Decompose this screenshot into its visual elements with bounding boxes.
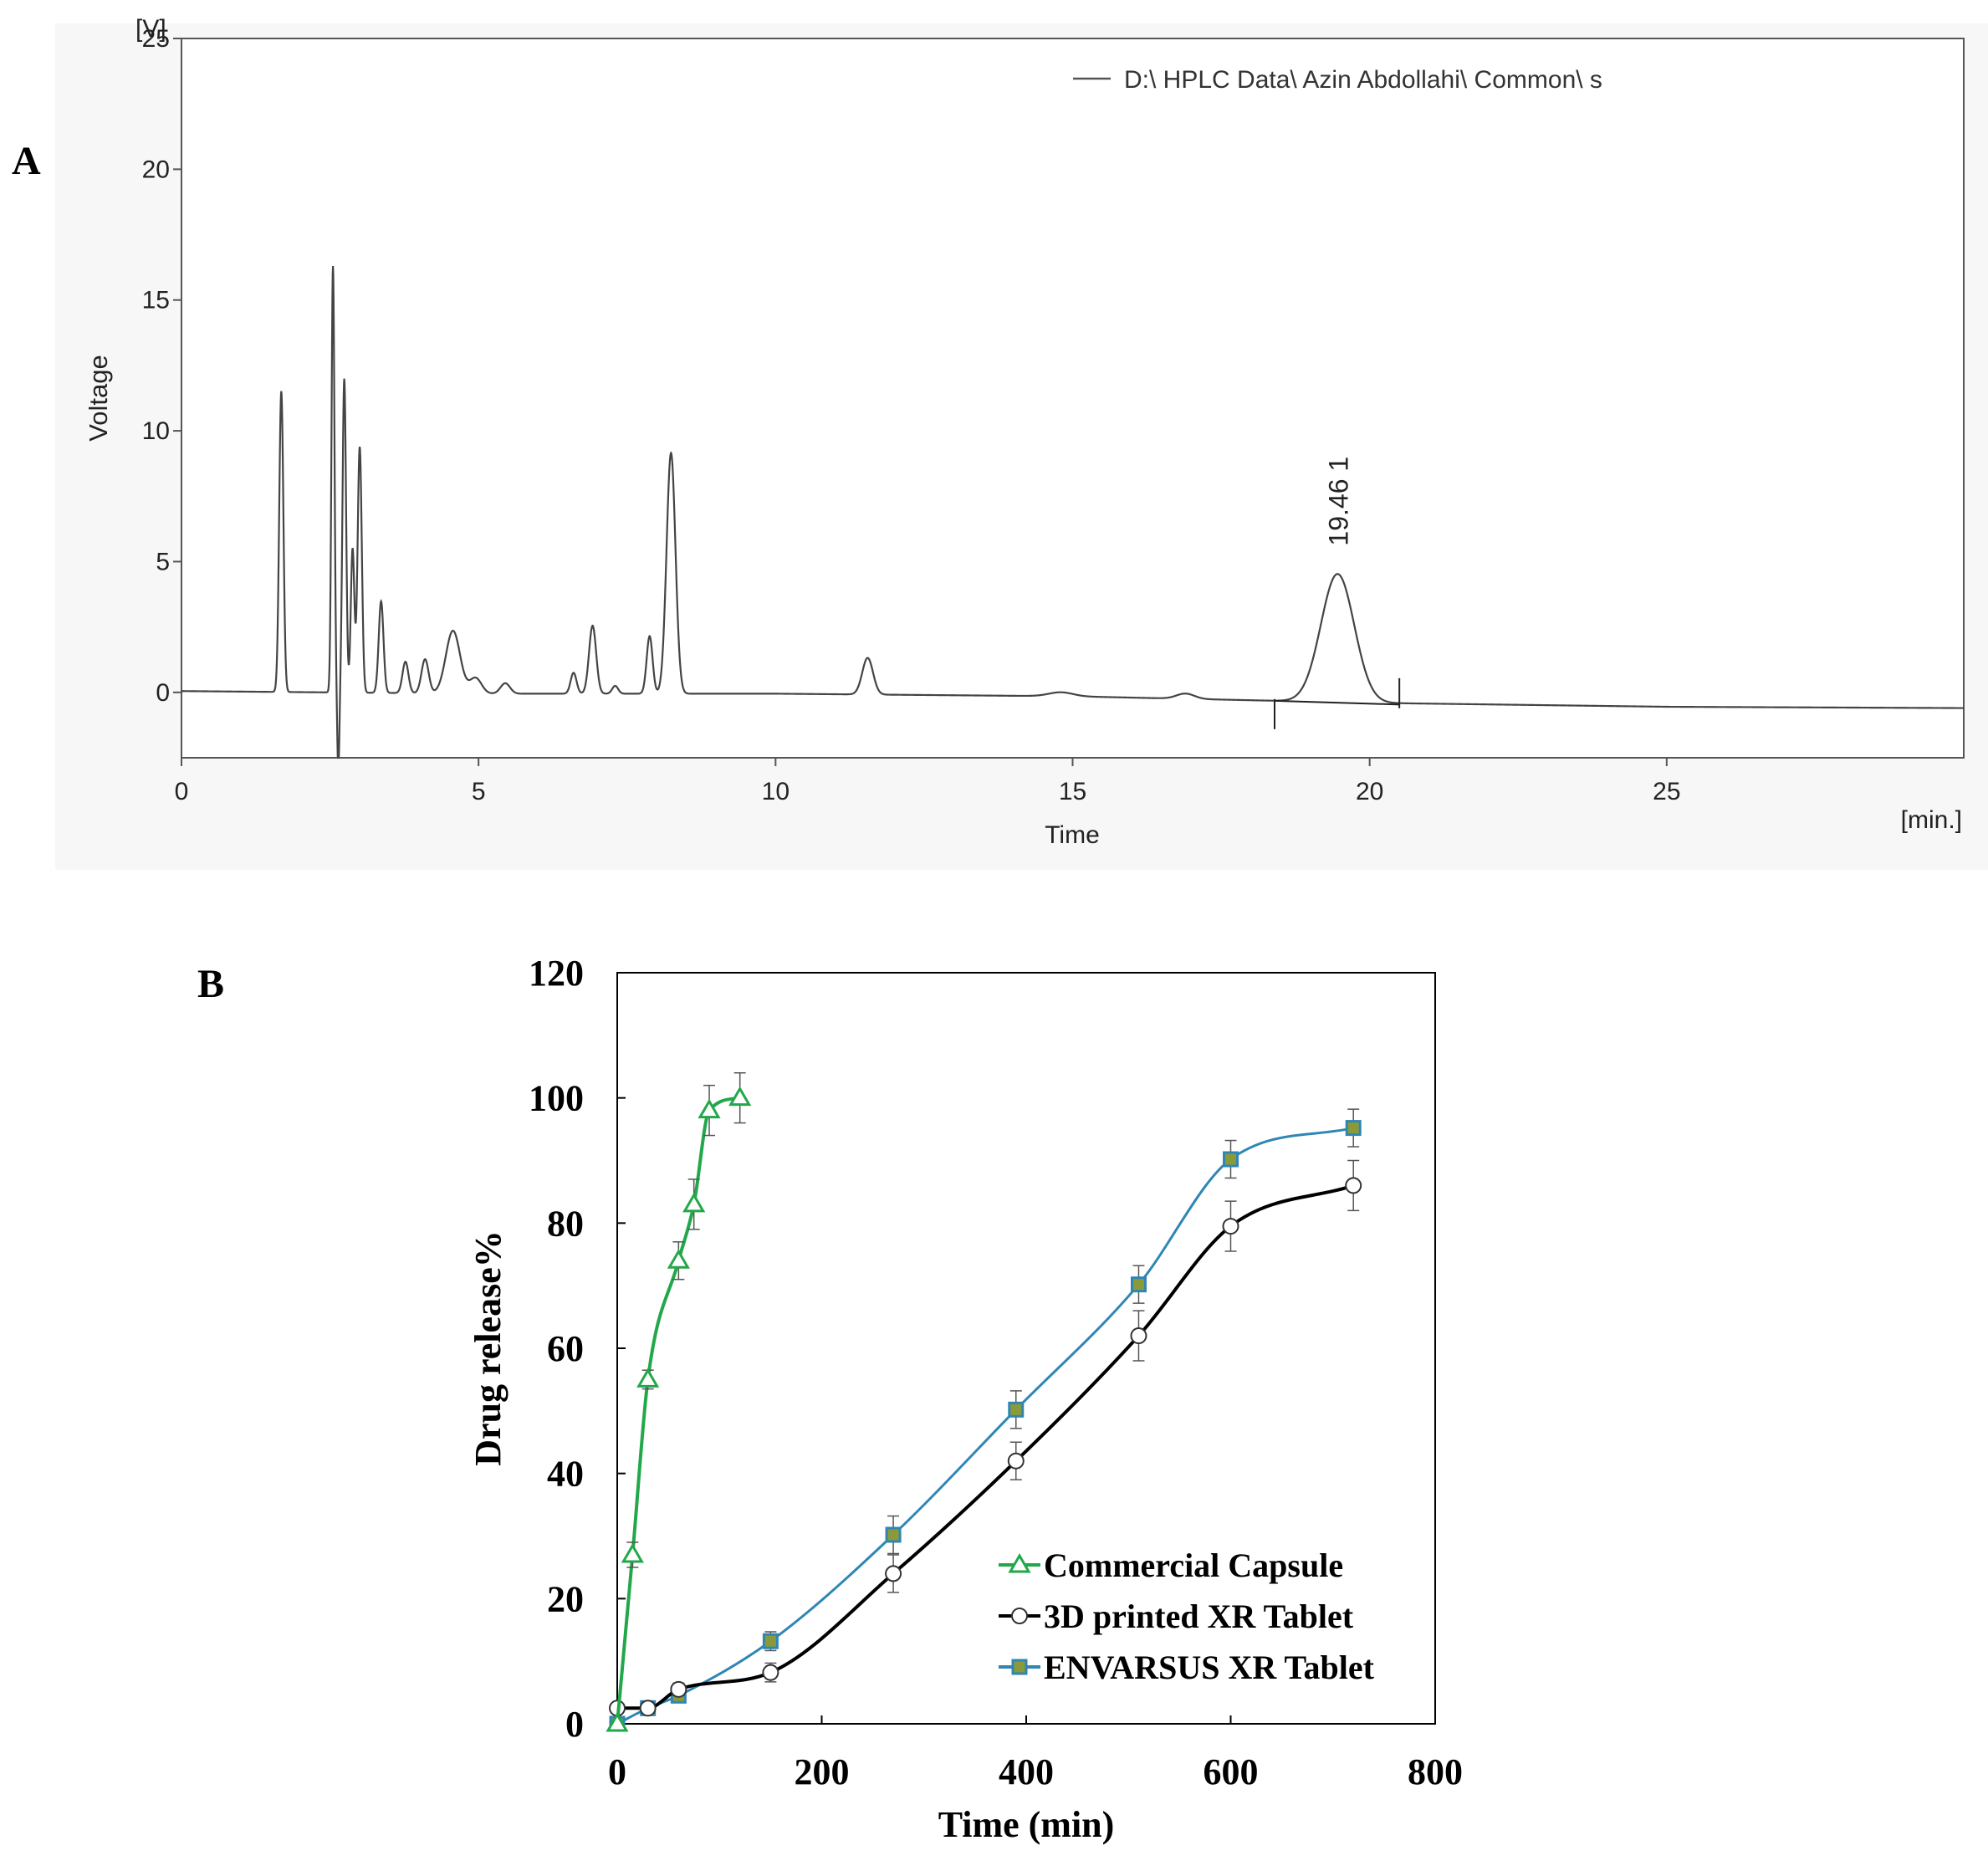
data-point xyxy=(682,1192,706,1213)
dissolution-y-tick-label: 60 xyxy=(547,1328,584,1369)
data-point xyxy=(1130,1276,1147,1293)
data-point xyxy=(639,1700,657,1717)
chromatogram-y-tick-label: 5 xyxy=(156,548,170,575)
dissolution-panel: B 0 20 40 60 80 100 120 0 200 400 600 800 Drug rel… xyxy=(197,953,1463,1845)
data-point xyxy=(1223,1151,1239,1168)
data-point xyxy=(1222,1218,1239,1235)
legend-label: Commercial Capsule xyxy=(1044,1546,1343,1584)
data-point xyxy=(670,1680,687,1698)
chromatogram-y-tick-label: 25 xyxy=(142,25,170,53)
chromatogram-x-tick-label: 20 xyxy=(1356,778,1383,805)
dissolution-x-tick-label: 800 xyxy=(1408,1751,1463,1792)
data-point xyxy=(1130,1327,1147,1345)
chromatogram-y-label: Voltage xyxy=(84,355,113,441)
legend-swatch-marker xyxy=(1011,1659,1028,1675)
series-0 xyxy=(606,1071,752,1732)
chromatogram-x-unit: [min.] xyxy=(1901,806,1962,834)
legend-swatch-marker xyxy=(1008,1553,1031,1573)
panel-b-letter: B xyxy=(197,962,224,1006)
legend-label: ENVARSUS XR Tablet xyxy=(1044,1649,1375,1686)
chromatogram-x-tick-label: 0 xyxy=(175,778,189,805)
chromatogram-x-label: Time xyxy=(1045,821,1100,849)
peak-integration-baseline xyxy=(1274,699,1400,706)
data-point xyxy=(667,1249,690,1269)
dissolution-legend: Commercial Capsule 3D printed XR Tablet EN… xyxy=(999,1546,1375,1686)
chromatogram-x-tick-label: 25 xyxy=(1653,778,1680,805)
legend-swatch-marker xyxy=(1011,1608,1028,1624)
chromatogram-y-tick-label: 15 xyxy=(142,287,170,314)
chromatogram-y-tick-label: 0 xyxy=(156,679,170,707)
dissolution-y-tick-label: 20 xyxy=(547,1578,584,1619)
peak-annotation: 19.46 1 xyxy=(1323,457,1353,546)
data-point xyxy=(636,1368,660,1388)
chromatogram-x-axis: 0 5 10 15 20 25 xyxy=(175,758,1681,805)
dissolution-x-tick-label: 200 xyxy=(795,1751,850,1792)
chromatogram-legend-label: D:\ HPLC Data\ Azin Abdollahi\ Common\ s xyxy=(1124,66,1602,94)
peak-integration-group xyxy=(1274,677,1401,729)
dissolution-x-axis: 0 200 400 600 800 xyxy=(608,1715,1463,1792)
data-point xyxy=(762,1633,779,1649)
dissolution-x-tick-label: 600 xyxy=(1204,1751,1259,1792)
chromatogram-y-tick-label: 10 xyxy=(142,417,170,445)
data-point xyxy=(762,1664,779,1681)
chromatogram-trace xyxy=(181,266,1964,759)
dissolution-y-axis: 0 20 40 60 80 100 120 xyxy=(529,953,626,1745)
dissolution-x-tick-label: 0 xyxy=(608,1751,626,1792)
data-point xyxy=(1007,1452,1025,1470)
chromatogram-y-tick-label: 20 xyxy=(142,156,170,183)
dissolution-y-tick-label: 80 xyxy=(547,1203,584,1244)
dissolution-x-tick-label: 400 xyxy=(999,1751,1054,1792)
dissolution-y-tick-label: 120 xyxy=(529,953,584,994)
data-point xyxy=(885,1565,902,1582)
chromatogram-x-tick-label: 15 xyxy=(1059,778,1086,805)
data-point xyxy=(698,1098,721,1119)
series-1 xyxy=(609,1159,1362,1717)
data-point xyxy=(1008,1401,1025,1418)
chromatogram-y-axis: 0 5 10 15 20 25 xyxy=(142,25,181,707)
legend-label: 3D printed XR Tablet xyxy=(1044,1598,1354,1635)
chromatogram-plot-area xyxy=(181,38,1965,759)
data-point xyxy=(885,1526,902,1543)
series-2 xyxy=(609,1108,1362,1732)
series-line xyxy=(616,1096,740,1725)
dissolution-y-tick-label: 0 xyxy=(565,1704,584,1745)
chromatogram-y-unit: [V] xyxy=(135,15,166,43)
chromatogram-trace-group xyxy=(181,266,1964,759)
data-point xyxy=(606,1712,629,1732)
data-point xyxy=(1345,1120,1362,1137)
chromatogram-panel: A 0 5 10 15 20 25 0 5 10 15 20 25 [V] Voltage Time… xyxy=(12,15,1988,870)
dissolution-y-tick-label: 100 xyxy=(529,1078,584,1119)
data-point xyxy=(621,1542,644,1563)
panel-a-letter: A xyxy=(12,139,41,183)
chromatogram-x-tick-label: 10 xyxy=(762,778,790,805)
dissolution-y-tick-label: 40 xyxy=(547,1454,584,1495)
dissolution-x-label: Time (min) xyxy=(938,1804,1115,1845)
data-point xyxy=(728,1086,752,1107)
dissolution-y-label: Drug release% xyxy=(468,1230,508,1465)
dissolution-series-group xyxy=(606,1071,1362,1732)
data-point xyxy=(1345,1177,1362,1194)
chromatogram-x-tick-label: 5 xyxy=(472,778,486,805)
